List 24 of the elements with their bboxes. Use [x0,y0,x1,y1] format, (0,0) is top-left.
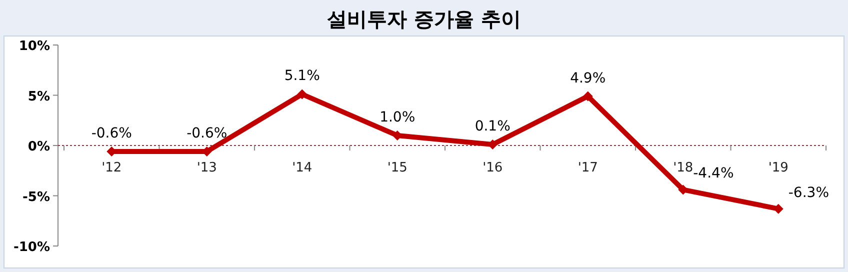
data-label: -6.3% [788,184,829,201]
y-tick-label: -5% [22,190,50,205]
y-tick-label: -10% [13,240,50,255]
data-label: 0.1% [474,118,510,134]
x-tick-label: '14 [292,160,312,176]
point [582,91,593,102]
data-label: 5.1% [284,68,320,84]
data-label: -0.6% [91,126,132,142]
x-tick-label: '17 [578,160,598,176]
x-tick-label: '18 [673,160,694,176]
data-label: 1.0% [380,109,416,126]
x-tick-label: '16 [482,160,503,176]
y-tick-label: 10% [18,39,50,54]
x-tick-label: '15 [387,160,408,176]
point [297,89,308,100]
x-tick-label: '19 [768,160,788,176]
data-label: -0.6% [186,126,228,142]
x-tick-label: '13 [196,160,217,176]
y-tick-label: 5% [28,89,50,104]
chart-title: 설비투자 증가율 추이 [327,7,521,31]
y-tick-label: 0% [28,140,50,154]
data-label: 4.9% [570,70,606,86]
data-label: -4.4% [693,166,734,182]
x-tick-label: '12 [102,160,122,176]
